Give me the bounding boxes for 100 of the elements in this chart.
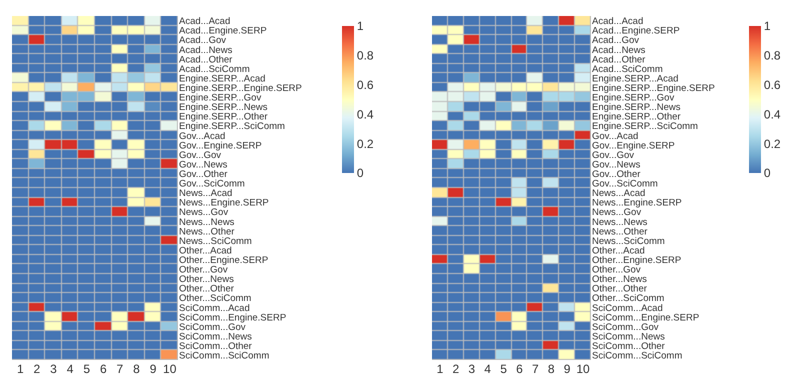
y-tick-label: Other...Other	[179, 284, 234, 295]
x-tick-label: 3	[50, 362, 58, 376]
y-tick-label: News...Gov	[592, 207, 642, 218]
x-tick-label: 7	[116, 362, 124, 376]
y-tick-label: SciComm...Gov	[592, 322, 659, 333]
y-tick-label: Engine.SERP...Gov	[179, 92, 262, 104]
x-tick-label: 4	[66, 362, 74, 376]
color-bar-label: 1	[764, 19, 771, 34]
y-tick-label: SciComm...SciComm	[592, 350, 682, 362]
y-tick-label: Other...Gov	[592, 264, 641, 276]
y-tick-label: Gov...Acad	[592, 130, 638, 142]
x-tick-label: 7	[532, 362, 540, 376]
x-tick-label: 6	[516, 362, 524, 376]
y-tick-label: Other...Gov	[179, 264, 228, 276]
y-tick-label: Acad...Other	[592, 54, 646, 66]
x-tick-label: 9	[150, 362, 157, 376]
x-tick-label: 4	[484, 362, 492, 376]
y-tick-label: Other...Other	[592, 284, 647, 295]
y-tick-label: News...Other	[179, 226, 234, 238]
y-tick-label: SciComm...Engine.SERP	[592, 312, 700, 324]
x-tick-label: 3	[468, 362, 476, 376]
y-tick-label: SciComm...Engine.SERP	[179, 312, 286, 324]
color-bar-label: 0.8	[356, 48, 374, 63]
color-bar-label: 0.2	[764, 136, 781, 151]
y-tick-label: Acad...SciComm	[592, 64, 663, 75]
y-tick-label: Gov...News	[179, 159, 228, 170]
y-tick-label: Gov...SciComm	[179, 178, 245, 190]
x-tick-label: 8	[548, 362, 555, 376]
y-tick-label: Acad...Engine.SERP	[592, 26, 680, 37]
y-tick-label: Engine.SERP...Acad	[592, 73, 678, 84]
y-tick-label: Acad...Gov	[179, 35, 226, 46]
y-tick-label: SciComm...News	[179, 331, 252, 342]
y-tick-label: News...Engine.SERP	[592, 198, 682, 209]
x-tick-label: 1	[436, 362, 444, 376]
y-tick-label: Engine.SERP...SciComm	[592, 121, 698, 132]
color-bar-label: 0	[764, 166, 771, 180]
x-tick-label: 5	[83, 362, 90, 376]
y-tick-label: News...Other	[592, 226, 648, 238]
y-tick-label: SciComm...Acad	[592, 302, 663, 314]
y-tick-label: News...Acad	[592, 188, 646, 200]
color-bar-label: 0.2	[356, 136, 374, 151]
y-tick-label: News...Acad	[179, 188, 232, 200]
y-tick-label: Engine.SERP...Engine.SERP	[592, 82, 715, 94]
y-tick-label: Acad...Acad	[179, 16, 230, 28]
y-tick-label: News...SciComm	[592, 236, 665, 247]
y-tick-label: SciComm...SciComm	[179, 350, 270, 362]
x-tick-label: 2	[452, 362, 460, 376]
x-tick-label: 10	[576, 362, 590, 376]
y-tick-label: News...SciComm	[179, 236, 252, 247]
y-tick-label: Gov...Acad	[179, 130, 226, 142]
y-tick-label: News...Engine.SERP	[179, 198, 269, 209]
y-tick-label: Engine.SERP...Engine.SERP	[179, 82, 302, 94]
y-tick-label: Other...Acad	[179, 245, 232, 256]
y-tick-label: Other...Acad	[592, 245, 645, 256]
y-tick-label: Gov...News	[592, 159, 641, 170]
y-tick-label: Acad...News	[179, 44, 233, 56]
y-tick-label: Gov...Gov	[179, 150, 222, 161]
x-tick-label: 6	[100, 362, 107, 376]
color-bar-label: 1	[356, 19, 364, 34]
y-tick-label: Engine.SERP...SciComm	[179, 121, 286, 132]
y-tick-label: Other...News	[592, 274, 648, 286]
y-tick-label: Gov...Gov	[592, 150, 634, 161]
x-tick-label: 9	[564, 362, 571, 376]
y-tick-label: Gov...Engine.SERP	[592, 140, 675, 152]
y-tick-label: Acad...Other	[179, 54, 232, 66]
y-tick-label: News...Gov	[179, 207, 228, 218]
y-tick-label: Gov...Engine.SERP	[179, 140, 262, 152]
y-tick-label: Other...Engine.SERP	[179, 254, 268, 266]
x-tick-label: 8	[133, 362, 140, 376]
y-tick-label: News...News	[592, 216, 648, 228]
y-tick-label: Engine.SERP...Other	[179, 112, 268, 123]
y-tick-label: Acad...Acad	[592, 16, 644, 28]
x-tick-label: 10	[163, 362, 177, 376]
y-tick-label: SciComm...Gov	[179, 322, 246, 333]
y-tick-label: Engine.SERP...News	[179, 102, 268, 114]
color-bar-label: 0.6	[764, 78, 781, 92]
y-tick-label: Other...SciComm	[179, 293, 252, 304]
y-tick-label: Gov...Other	[179, 168, 228, 180]
y-tick-label: SciComm...Other	[592, 340, 665, 352]
color-bar-label: 0.6	[356, 78, 374, 92]
color-bar-label: 0.4	[356, 107, 374, 122]
y-tick-label: Acad...News	[592, 44, 646, 56]
x-tick-label: 5	[500, 362, 508, 376]
y-tick-label: Gov...SciComm	[592, 178, 658, 190]
y-tick-label: Engine.SERP...Acad	[179, 73, 266, 84]
color-bar-label: 0.4	[764, 107, 781, 122]
x-tick-label: 2	[34, 362, 41, 376]
color-bar-label: 0.8	[764, 48, 781, 63]
y-tick-label: SciComm...Acad	[179, 302, 250, 314]
y-tick-label: SciComm...Other	[179, 340, 252, 352]
y-tick-label: Other...Engine.SERP	[592, 254, 682, 266]
y-tick-label: Other...News	[179, 274, 234, 286]
y-tick-label: Gov...Other	[592, 168, 640, 180]
color-bar-label: 0	[356, 166, 364, 180]
y-tick-label: SciComm...News	[592, 331, 666, 342]
y-tick-label: Engine.SERP...News	[592, 102, 681, 114]
y-tick-label: Acad...Gov	[592, 35, 640, 46]
y-tick-label: Other...SciComm	[592, 293, 664, 304]
y-tick-label: Acad...Engine.SERP	[179, 26, 267, 37]
y-tick-label: Engine.SERP...Other	[592, 112, 681, 123]
